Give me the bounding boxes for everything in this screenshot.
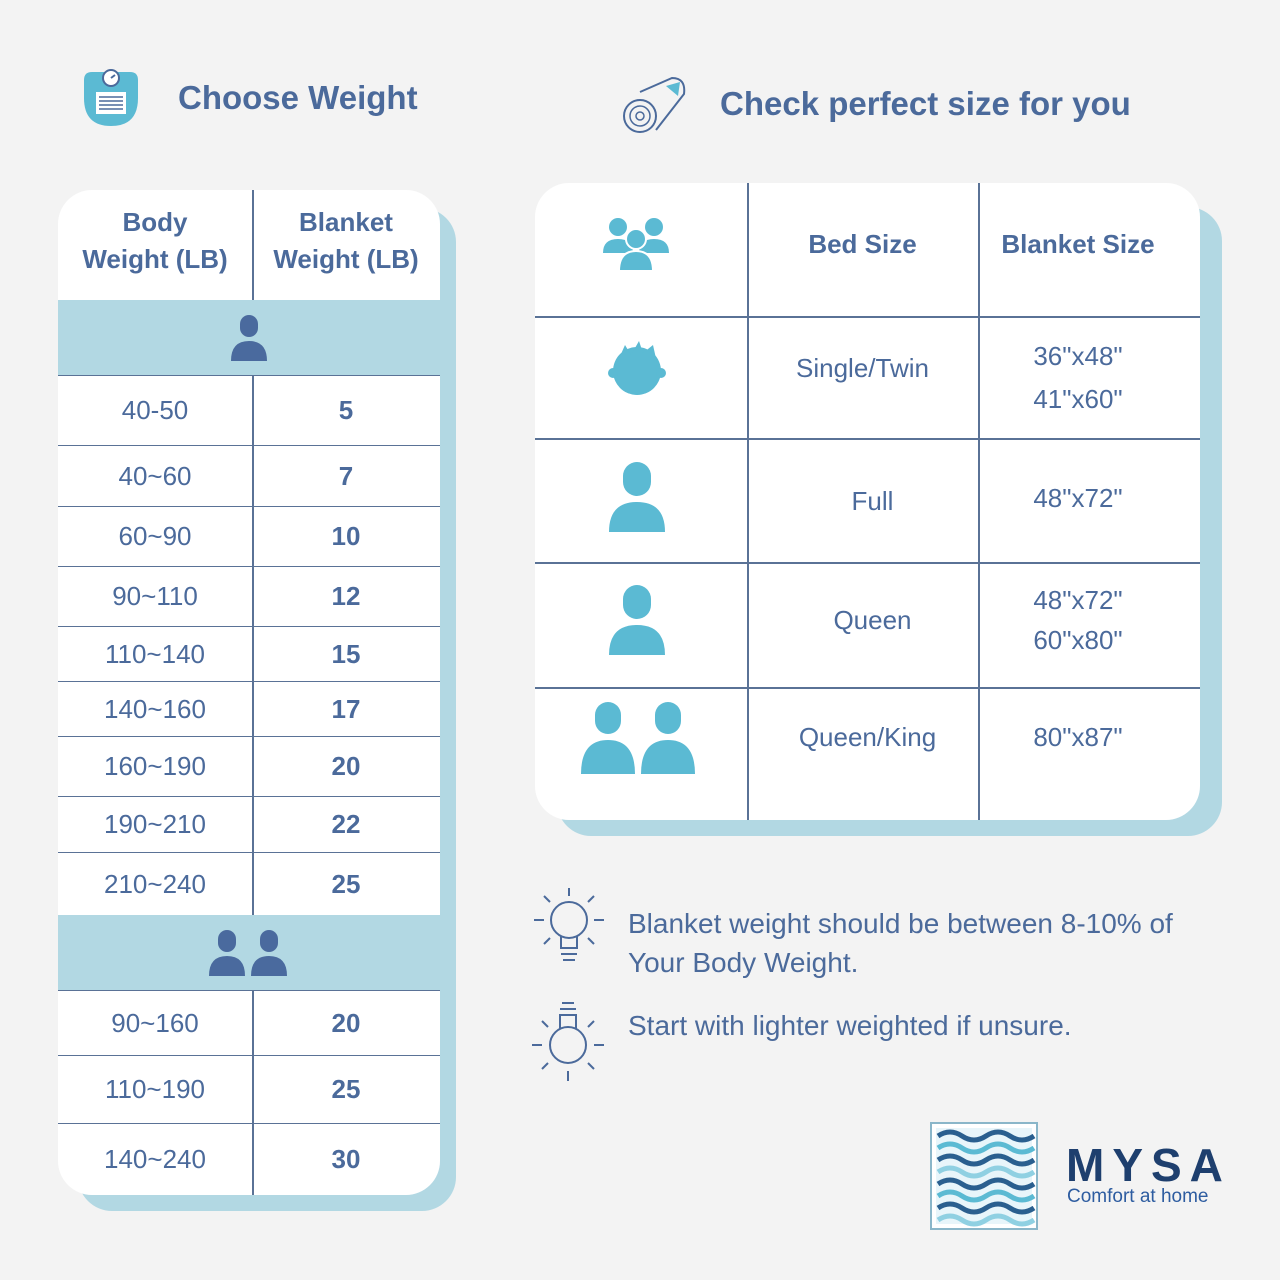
body-weight-cell: 190~210 [104,809,206,839]
mysa-logo-icon [930,1122,1038,1230]
body-weight-cell: 140~160 [104,693,206,724]
blanket-size-header: Blanket Size [1001,229,1155,259]
body-weight-cell: 110~140 [104,638,205,669]
column-divider [252,853,254,915]
weight-table-row: 210~240 25 [58,852,440,915]
column-divider [252,682,254,736]
blanket-weight-cell: 10 [331,521,361,551]
body-weight-cell: 110~190 [104,1074,205,1104]
column-divider [252,1124,254,1195]
weight-table-row: 140~240 30 [58,1123,440,1195]
size-title: Check perfect size for you [720,85,1131,122]
blanket-weight-cell: 25 [331,1074,361,1104]
blanket-weight-cell: 20 [331,1007,361,1038]
size-divider-1 [747,183,749,820]
blanket-size-cell: 48"x72" [1033,483,1123,513]
blanket-size-cell: 36"x48" [1033,341,1123,371]
brand-tagline: Comfort at home [1067,1186,1209,1207]
blanket-weight-cell: 5 [338,395,354,425]
body-weight-cell: 40~60 [118,460,192,491]
column-divider [252,991,254,1055]
two-persons-icon [581,702,695,774]
body-weight-cell: 90~110 [112,581,198,611]
tip-lighter: Start with lighter weighted if unsure. [628,1010,1072,1041]
group-icon [603,218,669,272]
person-icon [609,462,665,532]
bed-size-cell: Queen/King [798,722,937,752]
weight-table-row: 40-50 5 [58,375,440,445]
lightbulb-icon [534,888,604,961]
brand-name: MYSA [1066,1139,1231,1191]
body-weight-cell: 210~240 [104,868,206,899]
column-divider [252,737,254,796]
lightbulb-icon [532,1002,604,1081]
size-divider-2 [978,183,980,820]
weight-table-row: 190~210 22 [58,796,440,852]
person-icon [609,585,665,655]
two-persons-icon [209,929,287,976]
weight-table-row: 90~110 12 [58,566,440,626]
blanket-weight-cell: 20 [331,751,361,781]
bed-size-cell: Single/Twin [796,353,929,383]
size-row-line [535,687,1200,689]
tip-weight-range: Blanket weight should be between 8-10% o… [628,908,1173,978]
blanket-weight-cell: 17 [331,693,361,724]
weight-table-row: 140~160 17 [58,681,440,736]
weight-table-row: 160~190 20 [58,736,440,796]
weight-table-header: Body Weight (LB) Blanket Weight (LB) [58,190,440,300]
weight-table-row: 60~90 10 [58,506,440,566]
blanket-weight-cell: 7 [338,460,354,491]
bed-size-header: Bed Size [808,229,917,259]
bed-size-cell: Full [851,486,894,516]
blanket-weight-cell: 12 [331,581,361,611]
weight-table-row: 40~60 7 [58,445,440,506]
body-weight-cell: 60~90 [118,521,192,551]
blanket-weight-cell: 30 [331,1144,361,1174]
column-divider [252,376,254,445]
child-icon [608,341,666,395]
size-row-line [535,316,1200,318]
body-weight-cell: 140~240 [104,1144,206,1174]
weight-title: Choose Weight [178,79,418,116]
blanket-weight-cell: 15 [331,638,361,669]
blanket-size-cell: 41"x60" [1033,384,1123,414]
blanket-weight-cell: 25 [331,868,361,899]
column-divider [252,567,254,626]
bed-size-cell: Queen [833,605,912,635]
body-weight-cell: 40-50 [121,395,189,425]
size-table: Bed Size Blanket Size Single/Twin 36"x48… [535,183,1200,820]
blanket-size-cell: 48"x72" [1033,585,1123,615]
column-divider [252,507,254,566]
scale-icon [84,69,138,126]
weight-header: Choose Weight [80,68,418,128]
column-divider [252,446,254,506]
blanket-size-cell: 80"x87" [1033,722,1123,752]
weight-table-row: 110~190 25 [58,1055,440,1123]
body-weight-cell: 160~190 [104,751,206,781]
blanket-size-cell: 60"x80" [1033,625,1123,655]
size-row-line [535,562,1200,564]
column-divider [252,190,254,300]
two-persons-band [58,915,440,990]
body-weight-cell: 90~160 [111,1007,199,1038]
size-header: Check perfect size for you [620,72,1131,136]
column-divider [252,797,254,852]
body-weight-header: Body Weight (LB) [82,207,228,274]
column-divider [252,1056,254,1123]
column-divider [252,627,254,681]
size-row-line [535,438,1200,440]
weight-table: Body Weight (LB) Blanket Weight (LB) 40-… [58,190,440,1195]
blanket-weight-cell: 22 [331,809,361,839]
rolled-blanket-icon [623,76,686,133]
blanket-weight-header: Blanket Weight (LB) [273,207,419,274]
single-person-icon [231,314,267,361]
weight-table-row: 90~160 20 [58,990,440,1055]
weight-table-row: 110~140 15 [58,626,440,681]
single-person-band [58,300,440,375]
